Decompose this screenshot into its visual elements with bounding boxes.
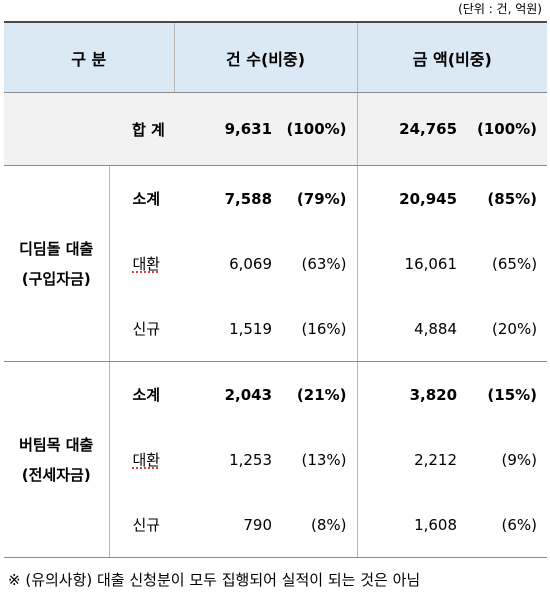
row-amount-pct: (9%) bbox=[501, 450, 538, 469]
row-amount-pct: (85%) bbox=[487, 189, 538, 208]
row-label: 소계 bbox=[132, 190, 161, 208]
row-label-cell: 대환 bbox=[109, 231, 174, 296]
row-label: 대환 bbox=[132, 255, 161, 273]
table-row: 대환 1,253 (13%) 2,212 (9%) bbox=[4, 427, 547, 492]
total-amount: 24,765 bbox=[357, 92, 458, 166]
row-amount-pct: (15%) bbox=[487, 385, 538, 404]
row-count-pct: (16%) bbox=[272, 296, 358, 362]
loan-statistics-table: 구 분 건 수(비중) 금 액(비중) 합 계 9,631 (100%) 24,… bbox=[4, 21, 548, 558]
group-purpose: (전세자금) bbox=[21, 465, 91, 484]
total-blank bbox=[4, 92, 109, 166]
row-label: 신규 bbox=[109, 296, 175, 362]
group-label: 버팀목 대출 (전세자금) bbox=[4, 361, 110, 558]
row-amount-pct: (20%) bbox=[457, 296, 548, 362]
row-amount: 1,608 bbox=[357, 492, 458, 558]
row-amount: 20,945 bbox=[399, 189, 458, 208]
row-count: 7,588 bbox=[224, 189, 273, 208]
group-name: 디딤돌 대출 bbox=[19, 239, 94, 258]
row-label: 신규 bbox=[109, 492, 175, 558]
row-label: 소계 bbox=[132, 386, 161, 404]
table-row: 신규 790 (8%) 1,608 (6%) bbox=[4, 492, 548, 558]
unit-label: (단위 : 건, 억원) bbox=[458, 2, 542, 16]
total-count: 9,631 bbox=[174, 92, 273, 166]
row-count-pct: (63%) bbox=[272, 231, 358, 296]
group-name: 버팀목 대출 bbox=[19, 435, 94, 454]
header-amount: 금 액(비중) bbox=[357, 21, 548, 93]
row-amount-pct: (65%) bbox=[492, 254, 538, 273]
row-count: 790 bbox=[174, 492, 273, 558]
row-amount-pct: (6%) bbox=[457, 492, 548, 558]
row-amount: 4,884 bbox=[357, 296, 458, 362]
total-label: 합 계 bbox=[109, 92, 175, 166]
row-count: 6,069 bbox=[229, 254, 273, 273]
row-count: 1,253 bbox=[229, 450, 273, 469]
row-label-cell: 대환 bbox=[109, 427, 174, 492]
total-count-pct: (100%) bbox=[272, 92, 358, 166]
row-count: 1,519 bbox=[174, 296, 273, 362]
group-label: 디딤돌 대출 (구입자금) bbox=[4, 165, 110, 362]
row-amount: 2,212 bbox=[414, 450, 458, 469]
row-amount: 16,061 bbox=[404, 254, 458, 273]
header-count: 건 수(비중) bbox=[174, 21, 358, 93]
row-count-pct: (79%) bbox=[272, 165, 358, 231]
total-amount-pct: (100%) bbox=[457, 92, 548, 166]
table-row: 신규 1,519 (16%) 4,884 (20%) bbox=[4, 296, 548, 362]
table-row: 디딤돌 대출 (구입자금) 소계 7,588 (79%) 20,945 (85%… bbox=[4, 165, 547, 362]
header-category: 구 분 bbox=[4, 21, 175, 93]
row-amount: 3,820 bbox=[409, 385, 458, 404]
table-row: 대환 6,069 (63%) 16,061 (65%) bbox=[4, 231, 547, 296]
table-row: 버팀목 대출 (전세자금) 소계 2,043 (21%) 3,820 (15%) bbox=[4, 361, 547, 558]
header-row: 구 분 건 수(비중) 금 액(비중) bbox=[4, 21, 548, 93]
total-row: 합 계 9,631 (100%) 24,765 (100%) bbox=[4, 92, 548, 166]
row-label: 대환 bbox=[132, 451, 161, 469]
footnote: ※ (유의사항) 대출 신청분이 모두 집행되어 실적이 되는 것은 아님 bbox=[8, 571, 421, 589]
row-count-pct: (8%) bbox=[272, 492, 358, 558]
row-count: 2,043 bbox=[224, 385, 273, 404]
group-purpose: (구입자금) bbox=[21, 269, 91, 288]
row-count-pct: (21%) bbox=[272, 361, 358, 427]
row-count-pct: (13%) bbox=[272, 427, 358, 492]
